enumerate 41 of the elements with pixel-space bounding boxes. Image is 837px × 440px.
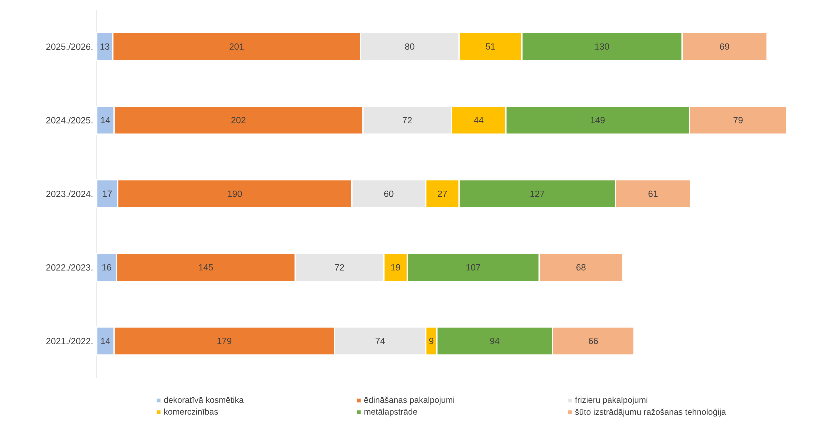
data-label: 107: [466, 264, 480, 271]
y-tick-label: 2023./2024.: [46, 190, 93, 198]
data-label: 201: [230, 44, 244, 50]
data-label: 14: [101, 338, 110, 344]
data-label: 44: [474, 117, 484, 124]
data-label: 9: [429, 338, 434, 344]
data-label: 72: [402, 117, 412, 124]
legend-label: ēdināšanas pakalpojumi: [364, 396, 454, 405]
data-label: 68: [576, 264, 586, 271]
data-label: 79: [734, 117, 743, 124]
y-tick-label: 2024./2025.: [46, 117, 93, 124]
y-tick-label: 2025./2026.: [46, 44, 93, 50]
data-label: 16: [102, 264, 112, 271]
y-tick-label: 2021./2022.: [46, 338, 93, 345]
data-label: 51: [486, 44, 496, 50]
legend-label: šūto izstrādājumu ražošanas tehnoloģija: [575, 408, 726, 417]
data-label: 27: [438, 190, 448, 198]
data-label: 69: [720, 44, 730, 50]
data-label: 190: [228, 190, 242, 198]
data-label: 127: [530, 190, 545, 198]
data-label: 202: [232, 117, 246, 124]
data-label: 145: [199, 264, 214, 271]
data-label: 14: [101, 117, 110, 124]
legend-label: metālapstrāde: [364, 408, 418, 417]
data-label: 149: [591, 117, 605, 124]
data-label: 60: [384, 190, 394, 198]
y-tick-label: 2022./2023.: [46, 264, 93, 271]
data-label: 17: [103, 190, 112, 198]
legend-label: dekoratīvā kosmētika: [164, 396, 244, 404]
data-label: 72: [335, 264, 344, 271]
data-label: 61: [648, 190, 658, 198]
data-label: 179: [218, 338, 232, 344]
data-label: 80: [405, 44, 415, 50]
legend-label: komerczinības: [164, 408, 218, 415]
data-label: 66: [589, 338, 598, 344]
data-label: 19: [391, 264, 400, 271]
data-label: 94: [490, 338, 500, 344]
data-label: 74: [376, 338, 386, 344]
legend-label: frizieru pakalpojumi: [575, 396, 648, 405]
data-label: 130: [595, 44, 610, 50]
data-label: 13: [100, 44, 110, 50]
